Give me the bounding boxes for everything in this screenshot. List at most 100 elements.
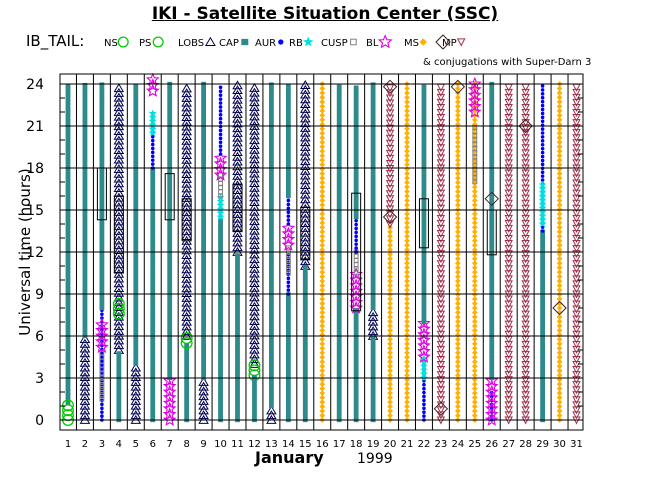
cap-point xyxy=(65,212,71,218)
rb-point xyxy=(419,369,428,378)
cap-point xyxy=(336,233,342,238)
mp-point xyxy=(572,255,581,264)
cap-point xyxy=(82,114,88,119)
ms-point xyxy=(454,219,461,226)
ms-point xyxy=(454,215,461,222)
cap-point xyxy=(133,169,139,175)
cap-point xyxy=(370,362,376,368)
cap-point xyxy=(489,262,495,267)
lobs-point xyxy=(249,235,260,245)
cap-point xyxy=(285,406,291,411)
cap-point xyxy=(285,370,291,376)
lobs-point xyxy=(232,104,243,114)
mp-point xyxy=(436,305,446,314)
cap-point xyxy=(370,149,376,154)
cap-point xyxy=(65,259,71,265)
lobs-point xyxy=(79,334,91,343)
cap-point xyxy=(150,280,156,285)
cap-point xyxy=(353,327,359,332)
cap-point xyxy=(540,300,545,305)
cap-point xyxy=(336,268,342,274)
cap-point xyxy=(65,114,71,120)
lobs-point xyxy=(249,287,260,297)
aur-point xyxy=(218,124,223,129)
cap-point xyxy=(65,303,71,308)
aur-point xyxy=(540,162,545,167)
cap-point xyxy=(302,382,308,387)
ms-point xyxy=(319,193,326,199)
cap-point xyxy=(65,389,71,394)
mp-point xyxy=(521,154,530,163)
cap-point xyxy=(370,223,376,228)
mp-point xyxy=(504,93,513,102)
ms-point xyxy=(319,345,326,352)
cap-point xyxy=(65,306,71,312)
legend-symbol xyxy=(456,38,466,47)
cap-point xyxy=(133,87,139,92)
lobs-point xyxy=(113,140,125,150)
lobs-point xyxy=(249,225,260,235)
segment-cap xyxy=(285,84,291,199)
cap-point xyxy=(540,359,545,364)
cap-point xyxy=(285,95,291,101)
lobs-point xyxy=(249,320,260,330)
cap-point xyxy=(370,125,376,130)
mp-point xyxy=(521,114,530,123)
ms-point xyxy=(454,394,461,401)
cap-point xyxy=(489,297,495,302)
cap-point xyxy=(201,132,206,138)
cap-point xyxy=(82,161,88,166)
cap-point xyxy=(133,279,139,284)
cap-point xyxy=(235,296,240,301)
aur-point xyxy=(354,238,358,243)
cap-point xyxy=(99,196,105,201)
cap-point xyxy=(353,112,359,118)
ms-point xyxy=(319,107,326,114)
lobs-point xyxy=(113,278,125,288)
cap-point xyxy=(540,413,545,419)
cap-point xyxy=(201,89,206,94)
cap-point xyxy=(336,402,342,407)
mp-point xyxy=(504,169,513,178)
cap-point xyxy=(65,252,71,257)
lobs-point xyxy=(181,245,192,255)
mp-point xyxy=(436,189,446,198)
cap-point xyxy=(150,315,156,321)
lobs-point xyxy=(249,144,260,154)
lobs-point xyxy=(181,292,192,302)
lobs-point xyxy=(300,222,311,232)
mp-point xyxy=(385,220,395,229)
day-series xyxy=(349,85,363,423)
lobs-point xyxy=(198,391,209,401)
rb-point xyxy=(216,208,225,217)
cap-point xyxy=(201,293,206,298)
cap-point xyxy=(269,231,274,236)
ms-point xyxy=(471,193,478,199)
cap-point xyxy=(65,146,71,151)
lobs-point xyxy=(113,211,125,221)
cap-point xyxy=(218,398,223,403)
cap-point xyxy=(150,276,156,282)
cap-point xyxy=(285,135,291,140)
lobs-point xyxy=(79,381,91,391)
cap-point xyxy=(269,309,274,315)
aur-point xyxy=(286,280,291,285)
ms-point xyxy=(556,340,563,347)
cap-point xyxy=(65,220,71,226)
cap-point xyxy=(336,304,342,309)
cap-point xyxy=(235,300,240,305)
mp-point xyxy=(504,144,513,153)
cap-point xyxy=(133,346,139,351)
mp-point xyxy=(436,139,446,148)
ms-point xyxy=(319,264,326,271)
lobs-point xyxy=(249,173,260,183)
segment-lobs xyxy=(181,83,192,340)
aur-point xyxy=(218,140,223,145)
mp-point xyxy=(436,325,446,334)
segment-cap xyxy=(370,82,376,311)
cap-point xyxy=(82,263,88,268)
cap-point xyxy=(336,127,342,133)
cap-point xyxy=(201,144,206,149)
mp-point xyxy=(572,179,581,188)
